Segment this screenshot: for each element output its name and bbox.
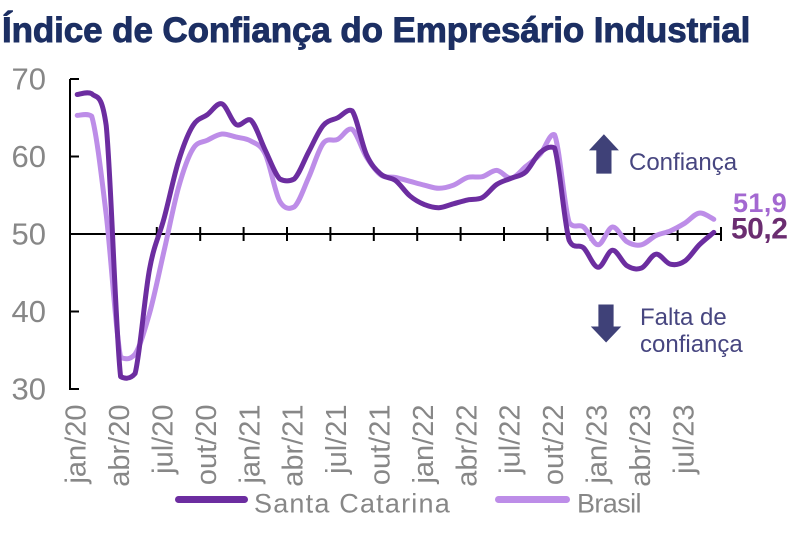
svg-text:60: 60 — [12, 139, 46, 174]
svg-text:51,9: 51,9 — [733, 188, 787, 218]
svg-text:70: 70 — [12, 62, 46, 97]
svg-text:50: 50 — [12, 217, 46, 252]
svg-text:confiança: confiança — [640, 331, 743, 358]
svg-text:30: 30 — [12, 372, 46, 407]
svg-text:50,2: 50,2 — [731, 213, 787, 246]
svg-text:Índice de Confiança do Empresá: Índice de Confiança do Empresário Indust… — [2, 10, 750, 50]
svg-text:jan/23: jan/23 — [582, 405, 614, 485]
svg-text:jul/22: jul/22 — [495, 405, 527, 475]
svg-text:jul/23: jul/23 — [668, 405, 700, 475]
svg-text:jan/20: jan/20 — [61, 405, 93, 485]
svg-text:40: 40 — [12, 294, 46, 329]
svg-text:jan/21: jan/21 — [234, 405, 266, 485]
svg-text:Brasil: Brasil — [577, 489, 641, 519]
svg-text:jan/22: jan/22 — [408, 405, 440, 485]
svg-text:jul/20: jul/20 — [148, 405, 180, 475]
svg-text:out/22: out/22 — [538, 405, 570, 486]
svg-text:Confiança: Confiança — [629, 149, 738, 176]
svg-text:abr/23: abr/23 — [625, 405, 657, 487]
svg-text:jul/21: jul/21 — [321, 405, 353, 475]
svg-text:Falta de: Falta de — [640, 304, 727, 331]
svg-text:out/20: out/20 — [191, 405, 223, 486]
svg-text:abr/20: abr/20 — [104, 405, 136, 487]
svg-text:abr/21: abr/21 — [278, 405, 310, 487]
svg-text:Santa Catarina: Santa Catarina — [254, 489, 451, 519]
svg-text:out/21: out/21 — [365, 405, 397, 486]
svg-text:abr/22: abr/22 — [451, 405, 483, 487]
